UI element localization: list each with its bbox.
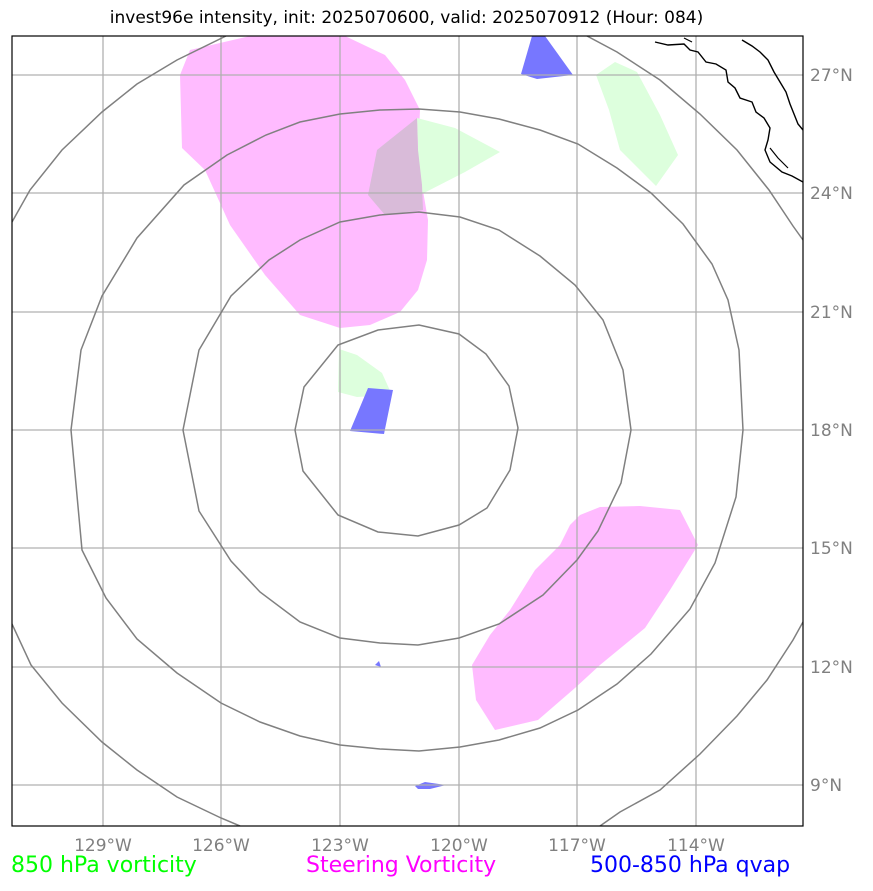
coastline	[654, 41, 803, 183]
steering-vorticity-region-north	[180, 36, 428, 328]
longitude-labels: 129°W 126°W 123°W 120°W 117°W 114°W	[74, 836, 725, 856]
longitude-label: 117°W	[548, 836, 606, 856]
longitude-label: 129°W	[74, 836, 132, 856]
latitude-labels: 27°N 24°N 21°N 18°N 15°N 12°N 9°N	[810, 66, 853, 796]
range-ring-2	[182, 211, 632, 646]
gridlines	[12, 36, 803, 826]
coastline-mainland	[741, 39, 803, 131]
latitude-label: 9°N	[810, 776, 842, 796]
vorticity-region-northeast	[596, 62, 678, 186]
longitude-label: 120°W	[430, 836, 488, 856]
latitude-label: 24°N	[810, 184, 853, 204]
longitude-label: 126°W	[192, 836, 250, 856]
range-rings	[12, 36, 803, 826]
legend-steering-vorticity: Steering Vorticity	[306, 853, 497, 878]
latitude-label: 15°N	[810, 539, 853, 559]
qvap-region-south-tiny	[375, 661, 381, 667]
map-plot-area	[12, 36, 803, 826]
vorticity-region-overlap	[368, 118, 423, 215]
latitude-label: 12°N	[810, 658, 853, 678]
range-ring-1	[294, 324, 519, 537]
steering-vorticity-region-south	[472, 506, 698, 730]
plot-title: invest96e intensity, init: 2025070600, v…	[109, 8, 704, 28]
longitude-label: 114°W	[667, 836, 725, 856]
map-frame	[11, 35, 804, 827]
vorticity-region-center	[338, 349, 392, 397]
legend-850-vorticity: 850 hPa vorticity	[11, 853, 197, 878]
latitude-label: 27°N	[810, 66, 853, 86]
legend-qvap: 500-850 hPa qvap	[590, 853, 791, 878]
range-ring-3	[70, 108, 744, 752]
qvap-region-center	[350, 388, 393, 434]
latitude-label: 18°N	[810, 421, 853, 441]
longitude-label: 123°W	[311, 836, 369, 856]
qvap-region-north	[521, 36, 573, 79]
coastline-islands	[683, 37, 789, 169]
latitude-label: 21°N	[810, 303, 853, 323]
range-ring-4	[12, 36, 803, 826]
